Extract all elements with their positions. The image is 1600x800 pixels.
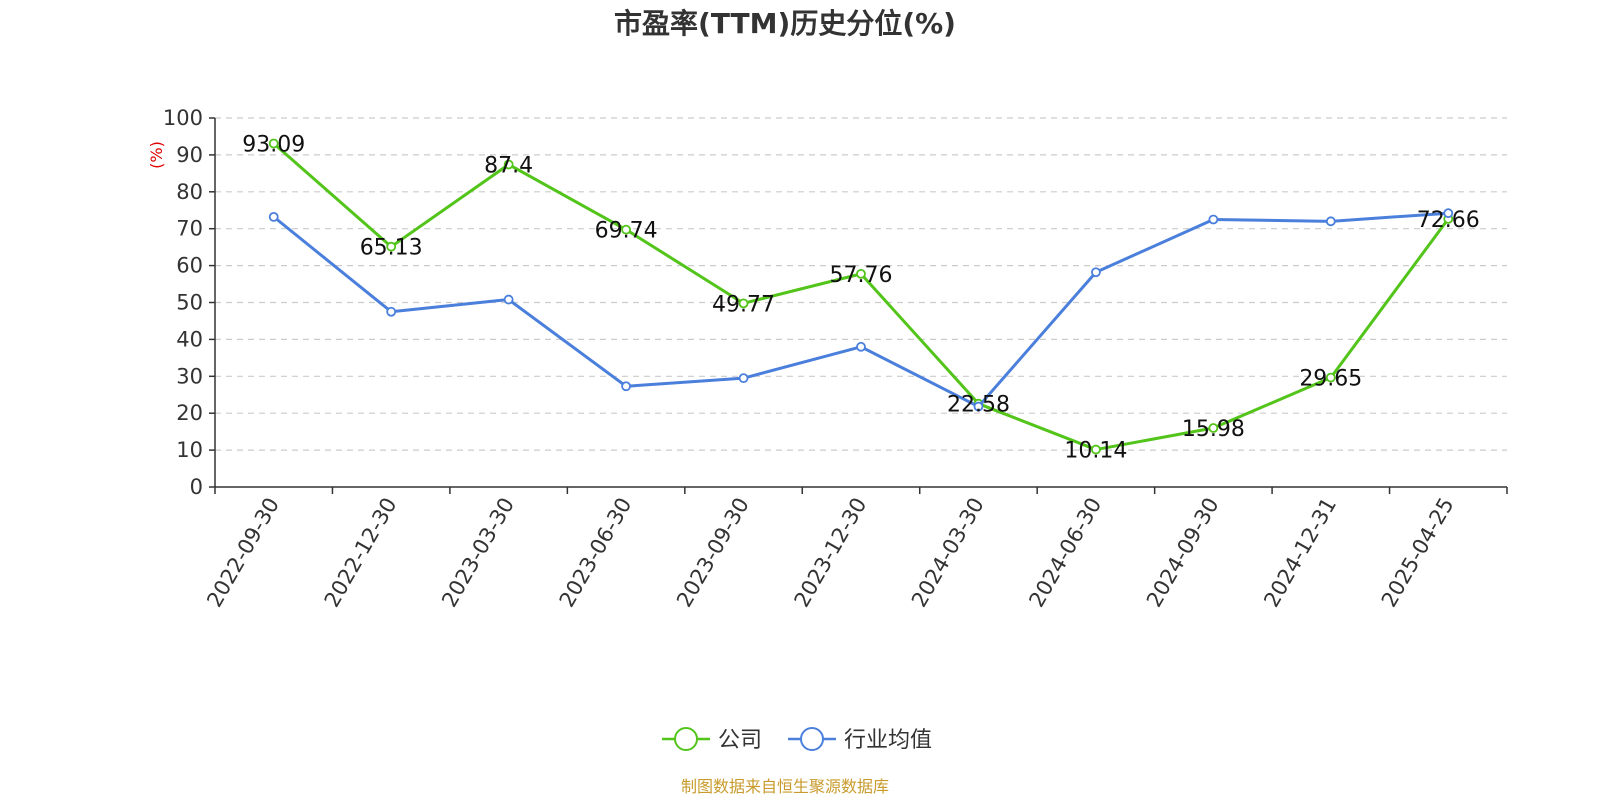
data-label: 10.14 <box>1064 439 1127 464</box>
legend-item: 行业均值 <box>788 727 932 753</box>
x-tick-label: 2023-03-30 <box>437 494 519 612</box>
data-point <box>973 401 984 412</box>
data-label: 57.76 <box>830 263 893 288</box>
data-point <box>1325 372 1336 383</box>
legend-item: 公司 <box>662 727 762 753</box>
x-tick-label: 2023-09-30 <box>672 494 754 612</box>
data-point <box>738 298 749 309</box>
legend-marker <box>674 727 698 751</box>
x-tick-label: 2023-12-30 <box>790 494 872 612</box>
data-point <box>1325 216 1336 227</box>
legend: 公司 行业均值 <box>662 727 932 753</box>
chart-title: 市盈率(TTM)历史分位(%) <box>614 7 956 40</box>
x-tick-label: 2024-12-31 <box>1259 494 1341 612</box>
data-label: 65.13 <box>360 236 423 261</box>
data-point <box>386 241 397 252</box>
x-tick-label: 2024-03-30 <box>907 494 989 612</box>
data-label: 49.77 <box>712 292 775 317</box>
data-labels: 93.09 65.13 87.4 69.74 49.77 57.76 22.58 10.14 1… <box>242 132 1480 463</box>
x-tick-label: 2025-04-25 <box>1377 494 1459 612</box>
data-point <box>856 268 866 279</box>
data-point <box>268 211 279 222</box>
legend-label: 公司 <box>718 728 762 753</box>
data-label: 93.09 <box>242 132 305 157</box>
data-point <box>621 224 631 235</box>
data-point <box>1443 208 1454 219</box>
legend-marker <box>800 727 824 751</box>
y-tick-label: 10 <box>176 438 203 462</box>
x-tick-label: 2024-09-30 <box>1142 494 1224 612</box>
source-note: 制图数据来自恒生聚源数据库 <box>681 777 889 796</box>
legend-label: 行业均值 <box>844 728 932 753</box>
data-point <box>1208 423 1219 433</box>
y-axis-unit: (%) <box>147 141 166 169</box>
data-point <box>1091 267 1101 278</box>
data-point <box>386 306 397 317</box>
data-point <box>503 159 514 170</box>
x-tick-label: 2024-06-30 <box>1024 494 1106 612</box>
y-tick-label: 70 <box>176 217 203 241</box>
y-tick-label: 80 <box>176 180 203 204</box>
y-tick-label: 50 <box>176 291 203 315</box>
data-label: 22.58 <box>947 393 1010 418</box>
data-label: 29.65 <box>1299 367 1362 392</box>
y-tick-label: 30 <box>176 364 203 388</box>
data-point <box>856 341 866 352</box>
y-tick-label: 60 <box>176 254 203 278</box>
y-tick-label: 20 <box>176 401 203 425</box>
y-tick-label: 90 <box>176 143 203 167</box>
data-point <box>1091 444 1101 455</box>
series-line-0 <box>272 142 1450 452</box>
data-point <box>621 381 631 392</box>
x-tick-label: 2023-06-30 <box>555 494 637 612</box>
data-label: 69.74 <box>595 219 658 244</box>
axes: 0 10 20 30 40 50 60 70 80 90 100 2022-09-30 2022-12-… <box>163 106 1508 612</box>
data-label: 87.4 <box>484 153 533 178</box>
y-tick-label: 40 <box>176 327 203 351</box>
data-point <box>1208 214 1219 225</box>
data-label: 72.66 <box>1417 208 1480 233</box>
series-line-1 <box>272 211 1449 409</box>
data-point <box>503 294 514 305</box>
series <box>268 138 1454 455</box>
x-tick-label: 2022-12-30 <box>320 494 402 612</box>
y-tick-label: 0 <box>190 475 203 499</box>
data-point <box>268 138 279 149</box>
x-tick-label: 2022-09-30 <box>202 494 284 612</box>
data-label: 15.98 <box>1182 417 1245 442</box>
y-tick-label: 100 <box>163 106 203 130</box>
data-point <box>738 373 749 384</box>
